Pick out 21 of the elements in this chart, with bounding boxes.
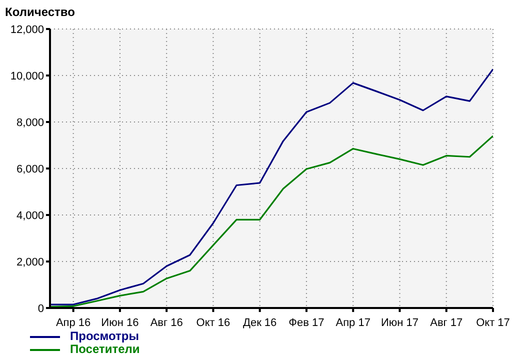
x-tick-label: Апр 17 — [336, 317, 370, 329]
y-axis-title: Количество — [5, 5, 75, 19]
y-tick-label: 4,000 — [16, 210, 44, 222]
legend-label: Посетители — [70, 342, 140, 356]
y-tick-label: 0 — [38, 302, 44, 315]
x-tick-label: Июн 16 — [101, 317, 139, 329]
y-tick-label: 6,000 — [16, 163, 44, 176]
x-tick-label: Дек 16 — [243, 317, 277, 329]
x-tick-label: Фев 17 — [288, 317, 324, 329]
x-tick-label: Апр 16 — [56, 317, 91, 329]
y-tick-label: 8,000 — [16, 116, 44, 129]
x-tick-label: Окт 16 — [196, 317, 230, 329]
x-tick-label: Авг 16 — [150, 317, 183, 329]
y-tick-label: 12,000 — [10, 24, 44, 36]
x-tick-label: Июн 17 — [380, 317, 418, 329]
y-tick-label: 10,000 — [10, 70, 44, 82]
x-tick-label: Окт 17 — [476, 317, 510, 329]
x-tick-label: Авг 17 — [430, 317, 463, 329]
line-series — [50, 68, 493, 306]
legend-label: Просмотры — [70, 329, 140, 343]
y-tick-label: 2,000 — [16, 256, 44, 268]
